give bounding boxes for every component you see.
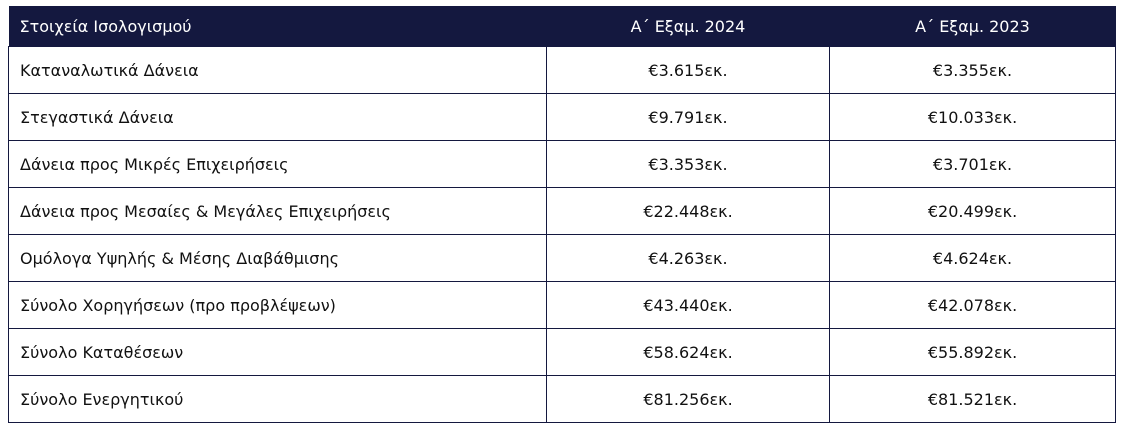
header-h1-2024: Α΄ Εξαμ. 2024 bbox=[546, 6, 830, 47]
value-2023: €81.521εκ. bbox=[829, 375, 1116, 423]
table-row: Καταναλωτικά Δάνεια €3.615εκ. €3.355εκ. bbox=[8, 46, 1116, 94]
value-2024: €4.263εκ. bbox=[546, 234, 830, 282]
value-2023: €3.355εκ. bbox=[829, 46, 1116, 94]
table-row: Δάνεια προς Μεσαίες & Μεγάλες Επιχειρήσε… bbox=[8, 187, 1116, 235]
table-row: Δάνεια προς Μικρές Επιχειρήσεις €3.353εκ… bbox=[8, 140, 1116, 188]
table-body: Καταναλωτικά Δάνεια €3.615εκ. €3.355εκ. … bbox=[8, 46, 1116, 423]
value-2024: €22.448εκ. bbox=[546, 187, 830, 235]
row-label: Σύνολο Χορηγήσεων (προ προβλέψεων) bbox=[8, 281, 547, 329]
value-2023: €3.701εκ. bbox=[829, 140, 1116, 188]
row-label: Δάνεια προς Μεσαίες & Μεγάλες Επιχειρήσε… bbox=[8, 187, 547, 235]
row-label: Καταναλωτικά Δάνεια bbox=[8, 46, 547, 94]
row-label: Σύνολο Ενεργητικού bbox=[8, 375, 547, 423]
value-2024: €9.791εκ. bbox=[546, 93, 830, 141]
table-row: Ομόλογα Υψηλής & Μέσης Διαβάθμισης €4.26… bbox=[8, 234, 1116, 282]
value-2023: €10.033εκ. bbox=[829, 93, 1116, 141]
value-2024: €3.353εκ. bbox=[546, 140, 830, 188]
row-label: Στεγαστικά Δάνεια bbox=[8, 93, 547, 141]
row-label: Δάνεια προς Μικρές Επιχειρήσεις bbox=[8, 140, 547, 188]
balance-sheet-table-container: Στοιχεία Ισολογισμού Α΄ Εξαμ. 2024 Α΄ Εξ… bbox=[8, 6, 1116, 423]
table-row: Σύνολο Χορηγήσεων (προ προβλέψεων) €43.4… bbox=[8, 281, 1116, 329]
table-row: Σύνολο Καταθέσεων €58.624εκ. €55.892εκ. bbox=[8, 328, 1116, 376]
value-2024: €58.624εκ. bbox=[546, 328, 830, 376]
value-2023: €20.499εκ. bbox=[829, 187, 1116, 235]
value-2024: €81.256εκ. bbox=[546, 375, 830, 423]
table-row: Στεγαστικά Δάνεια €9.791εκ. €10.033εκ. bbox=[8, 93, 1116, 141]
row-label: Ομόλογα Υψηλής & Μέσης Διαβάθμισης bbox=[8, 234, 547, 282]
row-label: Σύνολο Καταθέσεων bbox=[8, 328, 547, 376]
balance-sheet-table: Στοιχεία Ισολογισμού Α΄ Εξαμ. 2024 Α΄ Εξ… bbox=[8, 6, 1116, 423]
value-2024: €43.440εκ. bbox=[546, 281, 830, 329]
value-2023: €4.624εκ. bbox=[829, 234, 1116, 282]
table-header: Στοιχεία Ισολογισμού Α΄ Εξαμ. 2024 Α΄ Εξ… bbox=[8, 6, 1116, 47]
header-row: Στοιχεία Ισολογισμού Α΄ Εξαμ. 2024 Α΄ Εξ… bbox=[8, 6, 1116, 47]
value-2024: €3.615εκ. bbox=[546, 46, 830, 94]
table-row: Σύνολο Ενεργητικού €81.256εκ. €81.521εκ. bbox=[8, 375, 1116, 423]
value-2023: €42.078εκ. bbox=[829, 281, 1116, 329]
value-2023: €55.892εκ. bbox=[829, 328, 1116, 376]
header-h1-2023: Α΄ Εξαμ. 2023 bbox=[829, 6, 1116, 47]
header-balance-items: Στοιχεία Ισολογισμού bbox=[8, 6, 547, 47]
